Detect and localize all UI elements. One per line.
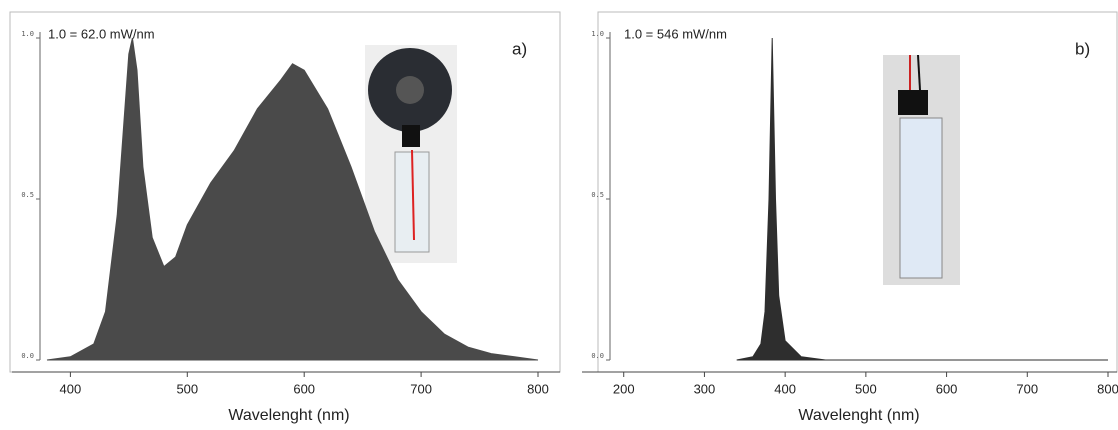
x-tick-label: 600 bbox=[293, 381, 315, 396]
x-tick-label: 800 bbox=[1097, 381, 1118, 396]
y-tick-label: 1.0 bbox=[591, 30, 604, 38]
inset-photo bbox=[883, 54, 960, 285]
x-tick-label: 700 bbox=[1016, 381, 1038, 396]
frame bbox=[597, 11, 1118, 373]
spectrum-area bbox=[46, 37, 539, 361]
x-tick-label: 600 bbox=[936, 381, 958, 396]
x-tick-label: 800 bbox=[527, 381, 549, 396]
y-tick-label: 0.5 bbox=[21, 191, 34, 199]
y-tick-label: 0.0 bbox=[591, 352, 604, 360]
x-tick-label: 500 bbox=[855, 381, 877, 396]
spectrum-area bbox=[736, 37, 1108, 361]
panel-label: b) bbox=[1075, 39, 1090, 58]
inset-photo bbox=[365, 45, 457, 263]
x-tick-label: 400 bbox=[60, 381, 82, 396]
x-tick-label: 200 bbox=[613, 381, 635, 396]
x-tick-label: 400 bbox=[774, 381, 796, 396]
y-tick-label: 1.0 bbox=[21, 30, 34, 38]
panel-label: a) bbox=[512, 39, 527, 58]
y-tick-label: 0.5 bbox=[591, 191, 604, 199]
x-axis-label: Wavelenght (nm) bbox=[798, 407, 919, 424]
x-tick-label: 500 bbox=[176, 381, 198, 396]
y-tick-label: 0.0 bbox=[21, 352, 34, 360]
x-tick-label: 700 bbox=[410, 381, 432, 396]
x-axis-label: Wavelenght (nm) bbox=[228, 407, 349, 424]
annotation: 1.0 = 62.0 mW/nm bbox=[48, 26, 155, 41]
annotation: 1.0 = 546 mW/nm bbox=[624, 26, 727, 41]
x-tick-label: 300 bbox=[694, 381, 716, 396]
